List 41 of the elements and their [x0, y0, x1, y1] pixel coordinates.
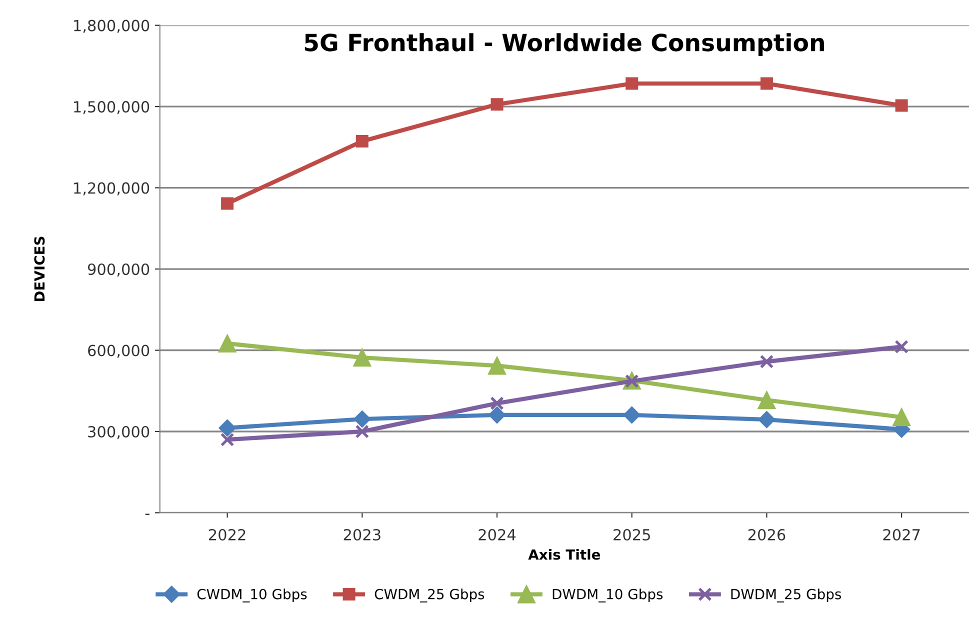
point: [488, 406, 506, 424]
x-tick-label: 2025: [614, 528, 650, 541]
point: [490, 396, 504, 410]
y-tick-label: -: [145, 514, 150, 515]
point: [760, 354, 774, 369]
x-tick-label: 2022: [208, 528, 246, 541]
point: [894, 340, 909, 354]
y-tick-label: 600,000: [88, 344, 150, 358]
x-axis-title: Axis Title: [528, 549, 600, 560]
point: [895, 99, 908, 112]
point: [221, 197, 234, 210]
point: [220, 432, 234, 447]
x-tick-label: 2027: [883, 528, 920, 541]
point: [218, 334, 236, 353]
point: [758, 391, 776, 410]
legend-label: CWDM_25 Gbps: [374, 588, 484, 602]
y-tick-label: 900,000: [88, 263, 150, 277]
legend-label: DWDM_25 Gbps: [731, 588, 842, 602]
y-tick-label: 1,200,000: [74, 182, 150, 196]
y-axis-title: DEVICES: [34, 236, 45, 302]
y-tick-label: 1,500,000: [74, 101, 150, 114]
y-tick-label: 1,800,000: [74, 20, 150, 33]
x-tick-label: 2024: [478, 528, 516, 541]
point: [356, 134, 368, 148]
y-tick-label: 300,000: [88, 426, 150, 440]
point: [760, 77, 773, 90]
point: [488, 356, 506, 375]
point: [218, 419, 236, 437]
legend-label: DWDM_10 Gbps: [552, 588, 663, 602]
legend-label: CWDM_10 Gbps: [197, 588, 307, 602]
point: [355, 424, 370, 438]
x-tick-label: 2026: [748, 528, 786, 541]
point: [353, 348, 372, 367]
x-tick-label: 2023: [344, 528, 380, 541]
point: [758, 411, 776, 428]
point: [623, 406, 640, 424]
point: [626, 77, 638, 90]
point: [354, 410, 371, 428]
point: [490, 98, 504, 111]
chart-title: 5G Fronthaul - Worldwide Consumption: [304, 33, 824, 56]
point: [892, 408, 911, 426]
